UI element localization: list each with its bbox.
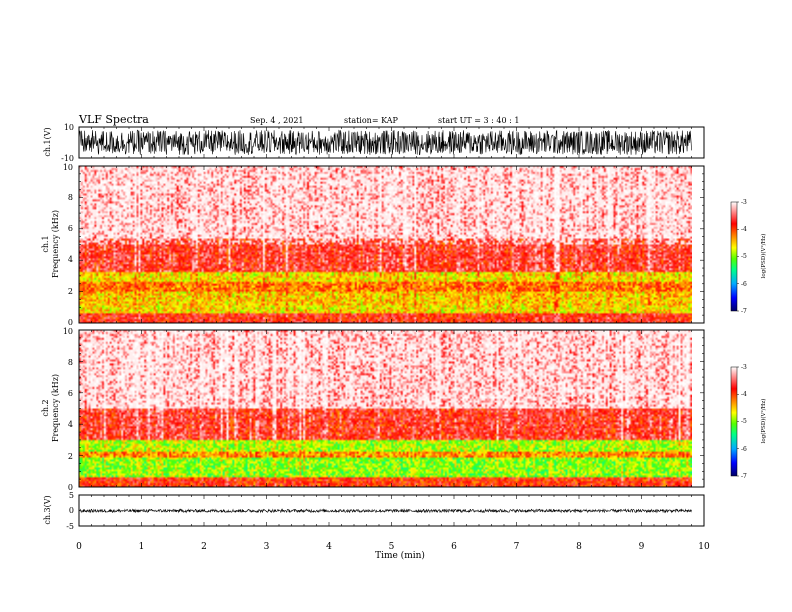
ch2-ytick-2: 2: [68, 452, 73, 461]
xtick-3: 3: [264, 542, 270, 552]
xtick-6: 6: [451, 542, 457, 552]
figure-title: VLF Spectra: [78, 113, 149, 126]
ch1-cb-tick-m7: -7: [741, 308, 747, 315]
ch3-waveform-ticks: [78, 495, 705, 526]
ch2-ytick-10: 10: [63, 327, 73, 336]
ch1-colorbar-gradient: [730, 201, 738, 312]
ch2-frequency-ylabel: Frequency (kHz): [51, 374, 60, 442]
ch2-cb-tick-m3: -3: [741, 364, 747, 371]
xtick-2: 2: [201, 542, 207, 552]
xtick-1: 1: [139, 542, 145, 552]
xtick-9: 9: [639, 542, 645, 552]
ch1-waveform-ticks: [78, 127, 705, 158]
ch1-colorbar-label: log(PSD)(V²/Hz): [760, 234, 767, 279]
ch2-ytick-4: 4: [68, 420, 73, 429]
ch2-spectrogram-panel: 0 2 4 6 8 10 ch.2 Frequency (kHz): [41, 327, 705, 492]
time-axis-label: Time (min): [375, 550, 425, 561]
xtick-0: 0: [76, 542, 82, 552]
ch1-ytick-0: 0: [68, 318, 73, 327]
ch1-frequency-ylabel: Frequency (kHz): [51, 210, 60, 278]
ch2-spectrogram-raster: [79, 330, 692, 487]
xtick-7: 7: [514, 542, 520, 552]
xtick-4: 4: [326, 542, 332, 552]
ch1-cb-tick-m3: -3: [741, 199, 747, 206]
xtick-5: 5: [389, 542, 395, 552]
ch2-spectrogram-image: [79, 330, 692, 487]
ch2-spectrogram-ticks: [78, 329, 705, 488]
xtick-8: 8: [576, 542, 582, 552]
ch2-colorbar-ticks: [737, 366, 739, 477]
ch1-spectrogram-raster: [79, 166, 692, 323]
ch3-ytick-bottom: -5: [66, 522, 74, 531]
ch1-spectrogram-image: [79, 166, 692, 323]
ch2-ytick-0: 0: [68, 483, 73, 492]
ch1-spectrogram-ticks: [78, 165, 705, 324]
station-label: station= KAP: [344, 116, 399, 125]
ch1-cb-tick-m6: -6: [741, 281, 747, 288]
ch1-cb-tick-m4: -4: [741, 226, 747, 233]
ch1-cb-tick-m5: -5: [741, 253, 747, 260]
ch1-ytick-2: 2: [68, 287, 73, 296]
ch3-waveform-ylabel: ch.3(V): [43, 495, 52, 524]
ch2-colorbar-label: log(PSD)(V²/Hz): [760, 399, 767, 444]
ch1-waveform-ylabel: ch.1(V): [43, 127, 52, 156]
ch2-channel-label: ch.2: [41, 399, 50, 416]
ch3-waveform-trace: [78, 508, 692, 514]
ch1-ytick-10: 10: [63, 163, 73, 172]
ch2-ytick-6: 6: [68, 389, 73, 398]
ch2-colorbar-gradient: [730, 366, 738, 477]
ch2-cb-tick-m6: -6: [741, 446, 747, 453]
ch1-ytick-top: 10: [64, 123, 74, 132]
ch2-colorbar: -3 -4 -5 -6 -7 log(PSD)(V²/Hz): [730, 364, 767, 480]
time-axis: 0 1 2 3 4 5 6 7 8 9 10 Time (min): [76, 542, 710, 561]
ch1-ytick-bottom: -10: [61, 154, 74, 163]
ch1-colorbar: -3 -4 -5 -6 -7 log(PSD)(V²/Hz): [730, 199, 767, 315]
ch1-ytick-4: 4: [68, 255, 73, 264]
date-label: Sep. 4 , 2021: [250, 116, 304, 125]
ch1-ytick-8: 8: [68, 193, 73, 202]
start-time-label: start UT = 3 : 40 : 1: [438, 116, 519, 125]
ch2-cb-tick-m5: -5: [741, 418, 747, 425]
ch2-ytick-8: 8: [68, 358, 73, 367]
ch3-waveform-panel: 5 0 -5 ch.3(V): [43, 491, 705, 531]
ch1-spectrogram-panel: 0 2 4 6 8 10 ch.1 Frequency (kHz): [41, 163, 705, 327]
ch3-ytick-mid: 0: [69, 506, 74, 515]
ch2-cb-tick-m4: -4: [741, 391, 747, 398]
ch1-waveform-panel: 10 -10 ch.1(V): [43, 123, 705, 163]
xtick-10: 10: [698, 542, 710, 552]
ch1-colorbar-ticks: [737, 201, 739, 312]
ch1-waveform-trace: [78, 129, 692, 156]
ch3-ytick-top: 5: [69, 491, 74, 500]
ch1-channel-label: ch.1: [41, 235, 50, 252]
ch2-cb-tick-m7: -7: [741, 473, 747, 480]
ch1-ytick-6: 6: [68, 224, 73, 233]
